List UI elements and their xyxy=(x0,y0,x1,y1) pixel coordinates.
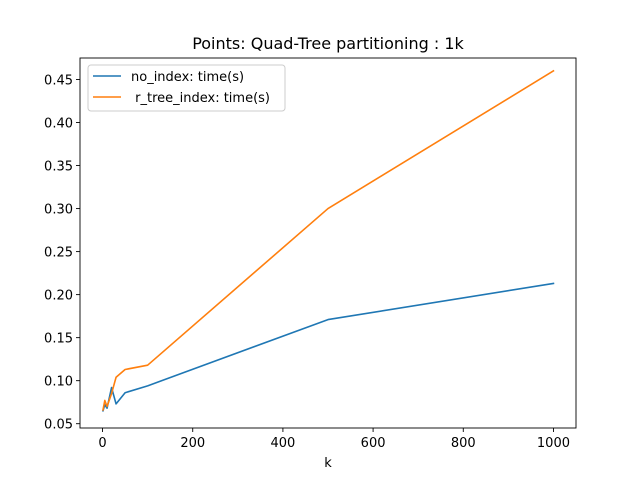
y-tick-label-2: 0.15 xyxy=(44,332,73,347)
plot-area: 0 200 400 600 800 1000 0.05 0.10 0.15 0.20 0.25 0.3… xyxy=(44,57,577,451)
x-tick-label-5: 1000 xyxy=(537,436,570,451)
legend-label-1: r_tree_index: time(s) xyxy=(131,91,270,106)
legend-label-0: no_index: time(s) xyxy=(131,70,244,85)
x-tick-label-2: 400 xyxy=(270,436,295,451)
series-line-1 xyxy=(102,69,555,411)
legend: no_index: time(s) r_tree_index: time(s) xyxy=(87,64,286,112)
y-tick-label-0: 0.05 xyxy=(44,418,73,433)
x-tick-label-4: 800 xyxy=(451,436,476,451)
x-tick-label-0: 0 xyxy=(98,436,106,451)
legend-box xyxy=(87,64,286,112)
y-tick-label-1: 0.10 xyxy=(44,375,73,390)
y-tick-label-5: 0.30 xyxy=(44,203,73,218)
chart-title: Points: Quad-Tree partitioning : 1k xyxy=(192,34,464,53)
x-axis-label: k xyxy=(324,456,332,471)
y-tick-label-7: 0.40 xyxy=(44,117,73,132)
series-line-0 xyxy=(102,282,555,412)
y-tick-label-8: 0.45 xyxy=(44,74,73,89)
y-tick-label-4: 0.25 xyxy=(44,246,73,261)
x-tick-label-3: 600 xyxy=(361,436,386,451)
y-tick-label-6: 0.35 xyxy=(44,160,73,175)
x-tick-label-1: 200 xyxy=(180,436,205,451)
plot-frame xyxy=(79,57,577,429)
y-tick-label-3: 0.20 xyxy=(44,289,73,304)
